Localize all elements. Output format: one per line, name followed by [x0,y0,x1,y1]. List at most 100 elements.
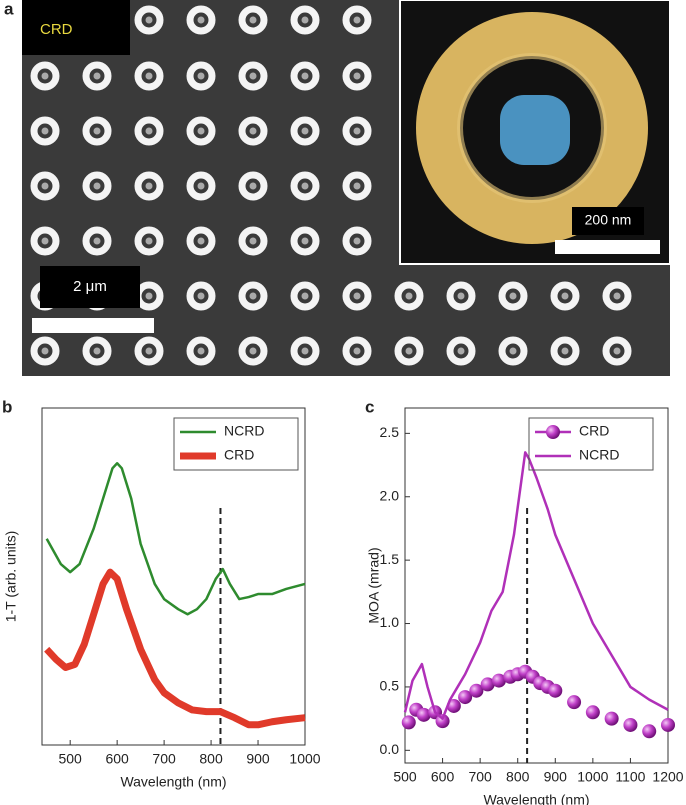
data-point [585,705,600,720]
ring-core [457,292,465,300]
x-tick-label: 1100 [615,769,645,785]
ring-core [509,292,517,300]
panel-label: a [4,0,14,18]
ring-core [197,347,205,355]
ring-core [457,347,465,355]
ring-core [93,347,101,355]
data-point [491,673,506,688]
data-point [458,690,473,705]
ring [342,336,372,366]
ring [82,171,112,201]
ring-core [93,127,101,135]
scale-box [40,266,140,308]
ring-core [405,347,413,355]
x-tick-label: 700 [468,769,492,785]
x-tick-label: 900 [544,769,568,785]
data-point [401,715,416,730]
ring [290,171,320,201]
panel-label: c [365,397,374,416]
ring-core [197,292,205,300]
ring [446,281,476,311]
y-tick-label: 1.0 [380,614,400,630]
ring-core [301,237,309,245]
ring-core [197,182,205,190]
ring-core [301,72,309,80]
ring [342,226,372,256]
ring-core [405,292,413,300]
x-tick-label: 500 [58,751,82,767]
ring [82,336,112,366]
data-point [567,695,582,710]
ring-core [41,237,49,245]
ring [30,116,60,146]
ring [290,5,320,35]
legend-frame [528,417,654,471]
ring [82,226,112,256]
scale-label: 2 μm [73,278,107,295]
ring-core [613,347,621,355]
ring-core [249,347,257,355]
data-point [416,707,431,722]
sample-tag: CRD [40,21,73,38]
inset-disk [500,95,570,165]
x-tick-label: 1000 [577,769,608,785]
x-axis-label: Wavelength (nm) [120,774,226,790]
ring-core [145,16,153,24]
inset-scale-bar [555,240,660,254]
ring [342,61,372,91]
ring-core [561,292,569,300]
ring-core [509,347,517,355]
ring-core [353,347,361,355]
ring [30,171,60,201]
ring [134,226,164,256]
ring-core [93,72,101,80]
tag-box [22,0,130,55]
plot-frame [41,407,306,746]
ring [186,5,216,35]
x-tick-label: 500 [393,769,417,785]
ring [30,226,60,256]
x-tick-label: 800 [199,751,223,767]
ring-core [249,16,257,24]
data-point [480,677,495,692]
ring [134,116,164,146]
ring-core [197,127,205,135]
ring-core [145,72,153,80]
data-point [642,724,657,739]
ring-core [561,347,569,355]
y-tick-label: 2.0 [380,487,400,503]
ring-core [353,72,361,80]
ring-core [301,347,309,355]
sem-inset: 200 nm [399,0,671,265]
legend-label: CRD [579,423,609,439]
ring-core [249,237,257,245]
data-line [403,451,669,720]
legend-frame [173,417,299,471]
data-point [435,714,450,729]
ring [238,171,268,201]
ring-core [145,237,153,245]
ring [290,226,320,256]
ring-core [145,182,153,190]
ring [186,226,216,256]
x-tick-label: 1000 [289,751,320,767]
data-point [446,698,461,713]
ring-core [301,127,309,135]
ring-core [41,127,49,135]
ring [342,5,372,35]
y-tick-label: 0.0 [380,741,400,757]
ring-core [353,182,361,190]
x-tick-label: 600 [431,769,455,785]
ring-core [249,127,257,135]
ring-core [197,72,205,80]
ring [394,281,424,311]
legend-marker [546,425,560,439]
ring [238,281,268,311]
ring-core [41,347,49,355]
y-tick-label: 1.5 [380,551,400,567]
ring-core [197,237,205,245]
ring [238,61,268,91]
ring-core [93,182,101,190]
ring [498,281,528,311]
ring [602,336,632,366]
